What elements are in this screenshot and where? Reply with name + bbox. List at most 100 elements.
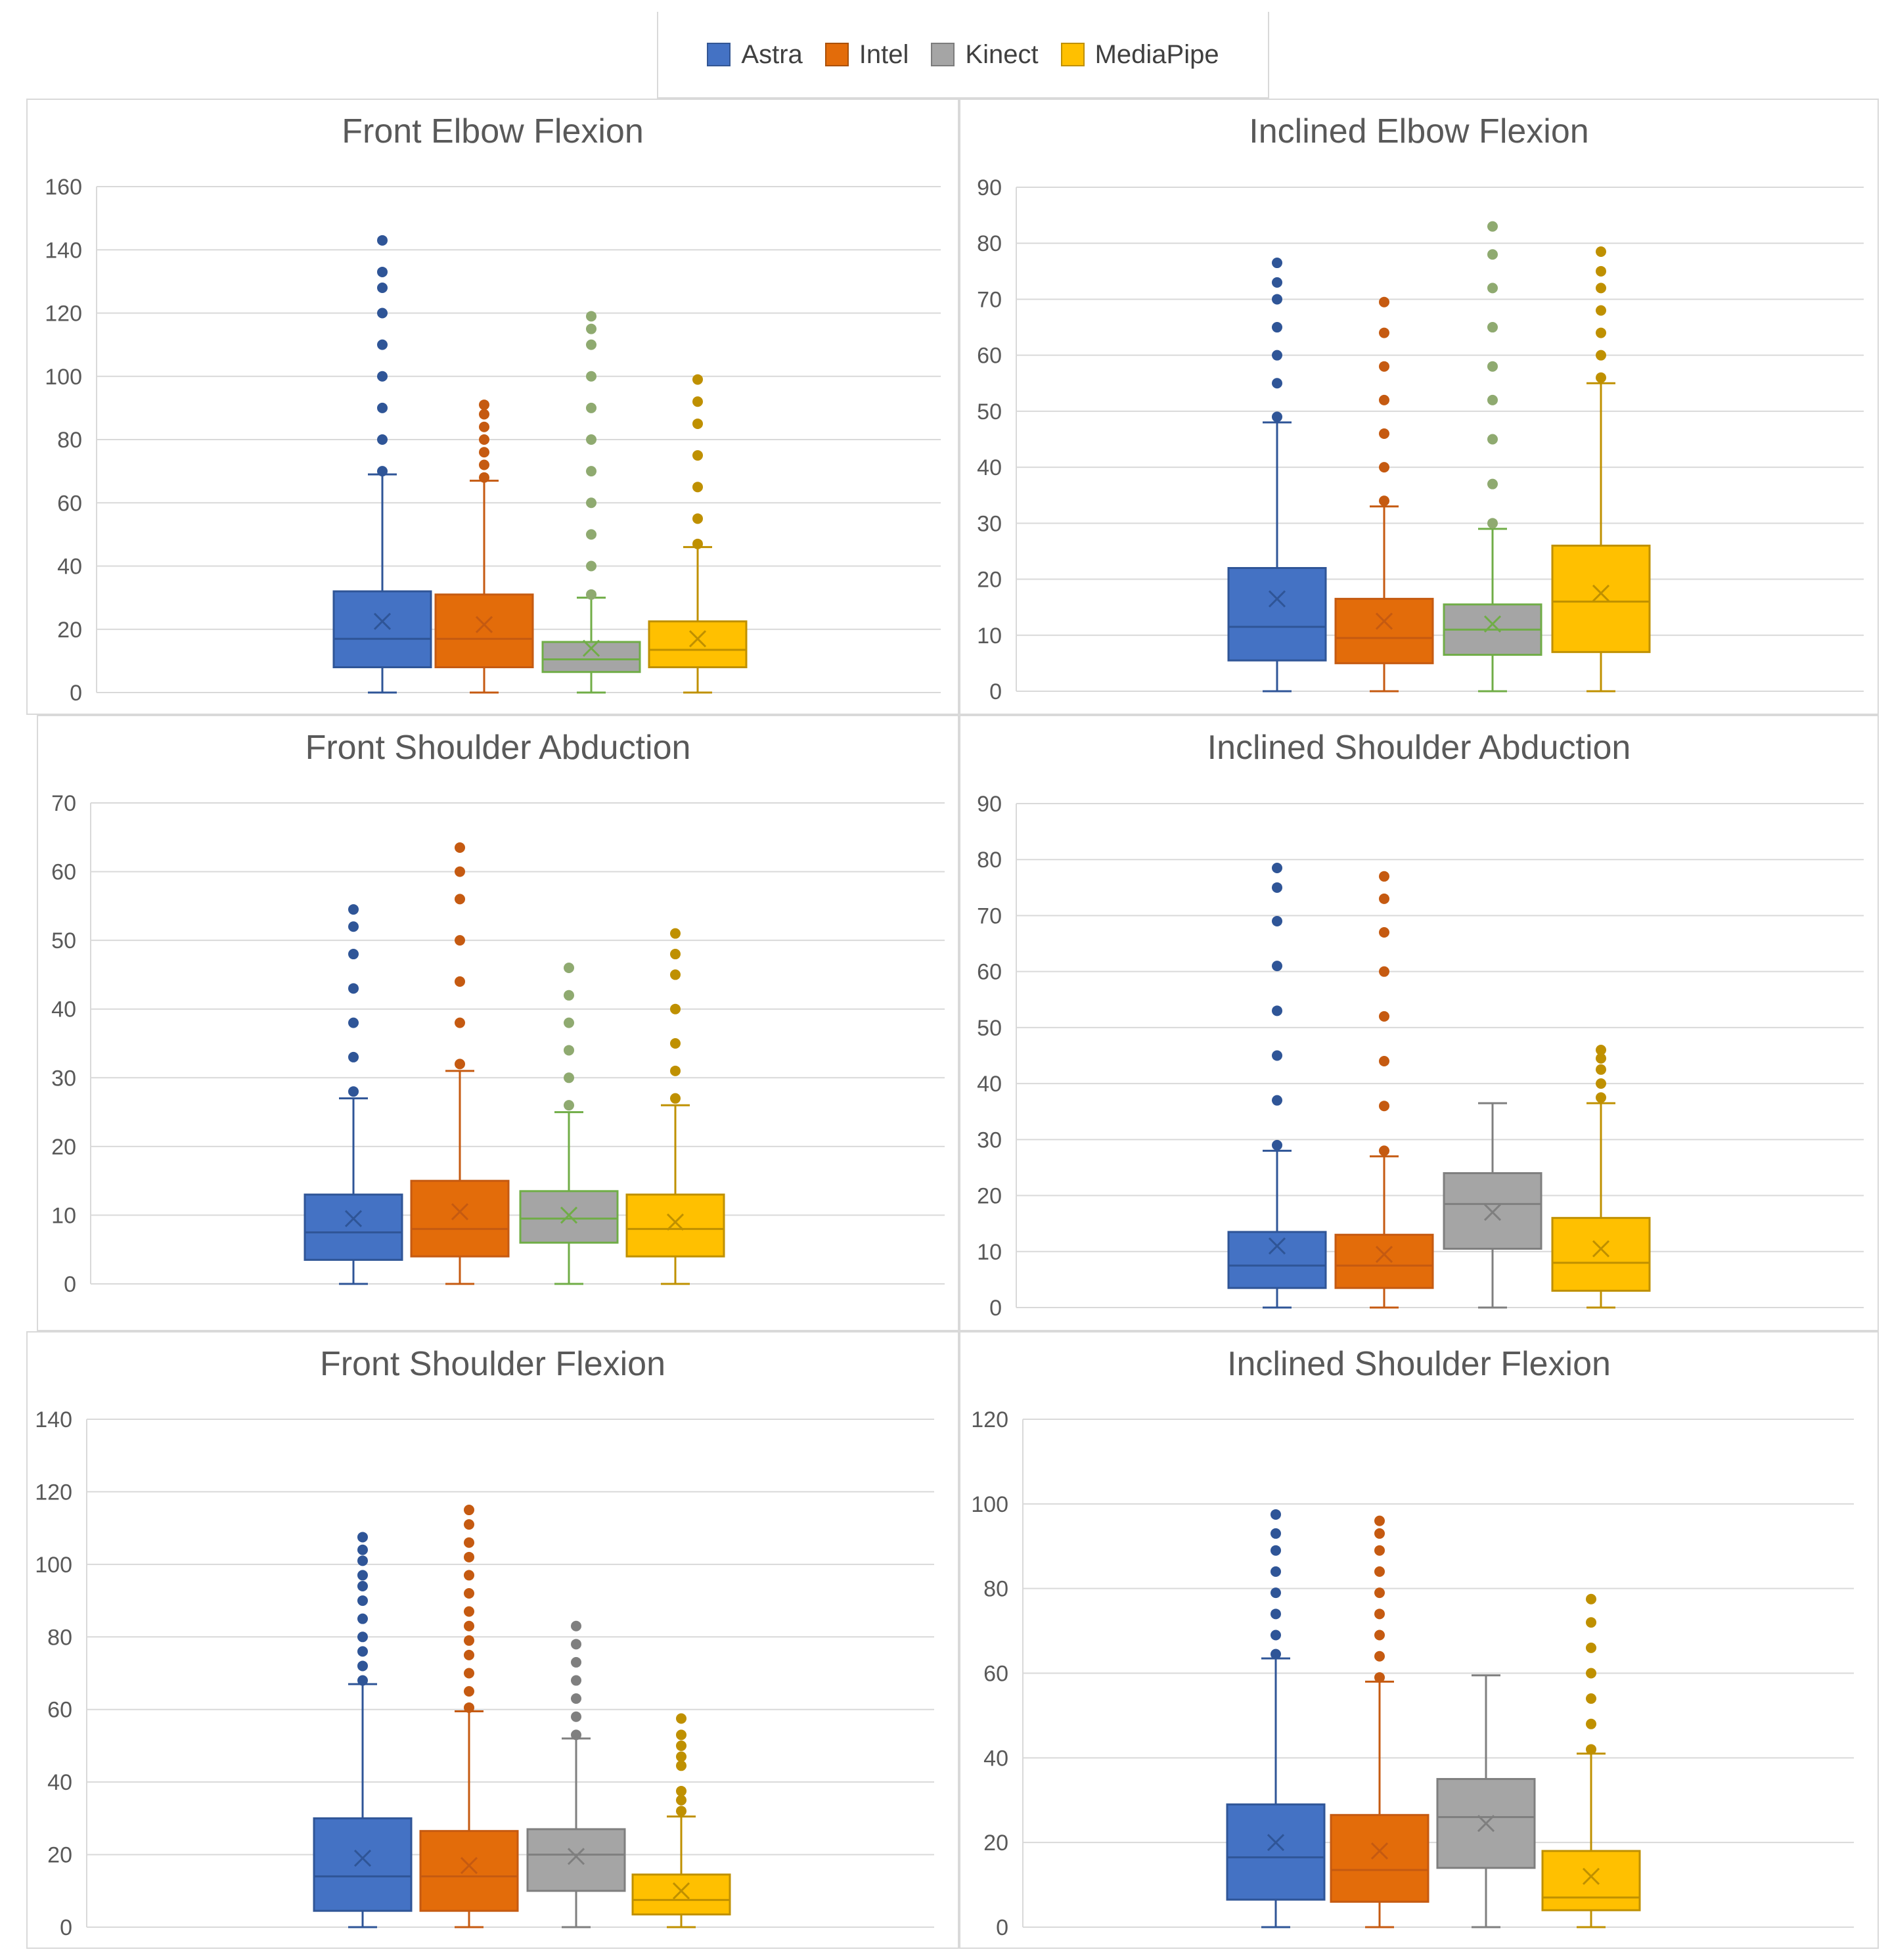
outlier-point-mediapipe <box>1596 265 1606 277</box>
legend-swatch-astra <box>707 43 731 66</box>
outlier-point-astra <box>377 466 388 477</box>
y-tick-label: 0 <box>989 679 1002 704</box>
mean-marker-mediapipe <box>672 1882 690 1900</box>
outlier-point-intel <box>1374 1608 1385 1620</box>
outlier-point-mediapipe <box>1596 1092 1606 1103</box>
outlier-point-astra <box>377 434 388 445</box>
box-astra <box>1227 567 1327 662</box>
plot-inclined-shoulder-flexion: 0 20 40 60 80 100 120 <box>971 1407 1854 1940</box>
chart-front-shoulder-abduction: Front Shoulder Abduction 0 10 20 30 40 50 60 70 <box>37 715 959 1331</box>
outlier-point-intel <box>1374 1630 1385 1641</box>
outlier-point-intel <box>1379 1101 1389 1112</box>
outlier-point-astra <box>1272 863 1282 874</box>
outlier-point-kinect <box>1487 322 1498 333</box>
outlier-point-astra <box>348 949 359 960</box>
y-tick-label: 100 <box>971 1492 1008 1517</box>
outlier-point-astra <box>348 983 359 994</box>
box-intel <box>1334 597 1434 664</box>
outlier-point-mediapipe <box>1586 1617 1596 1628</box>
outlier-point-mediapipe <box>676 1713 686 1724</box>
outlier-point-intel <box>464 1551 474 1562</box>
outlier-point-kinect <box>1487 434 1498 445</box>
chart-inclined-elbow-flexion: Inclined Elbow Flexion 0 10 20 30 40 50 60 70 80… <box>959 99 1879 715</box>
outlier-point-astra <box>357 1570 368 1581</box>
outlier-point-mediapipe <box>692 482 703 493</box>
outlier-point-mediapipe <box>670 1065 681 1076</box>
y-tick-label: 40 <box>977 455 1002 480</box>
mean-marker-intel <box>1375 612 1393 630</box>
legend-swatch-intel <box>824 43 849 66</box>
outlier-point-mediapipe <box>1586 1693 1596 1704</box>
y-tick-label: 20 <box>977 568 1002 593</box>
outlier-point-astra <box>377 371 388 382</box>
y-tick-label: 30 <box>977 1128 1002 1152</box>
outlier-point-intel <box>464 1588 474 1599</box>
legend-item-astra[interactable]: Astra <box>707 40 803 70</box>
outlier-point-astra <box>1272 1139 1282 1151</box>
outlier-point-mediapipe <box>670 928 681 939</box>
outlier-point-astra <box>1271 1587 1281 1599</box>
outlier-point-kinect <box>571 1711 581 1722</box>
legend-swatch-kinect <box>931 43 955 66</box>
outlier-point-kinect <box>1487 283 1498 294</box>
outlier-point-intel <box>464 1620 474 1631</box>
outlier-point-astra <box>1272 294 1282 305</box>
outlier-point-mediapipe <box>670 949 681 960</box>
mean-marker-intel <box>451 1203 469 1221</box>
outlier-point-astra <box>357 1675 368 1686</box>
mean-marker-mediapipe <box>666 1213 685 1231</box>
outlier-point-intel <box>1379 361 1389 372</box>
y-tick-label: 60 <box>977 960 1002 985</box>
chart-title: Inclined Shoulder Flexion <box>1227 1345 1611 1383</box>
outlier-point-intel <box>455 1017 465 1028</box>
box-kinect <box>1443 1172 1542 1250</box>
legend-item-mediapipe[interactable]: MediaPipe <box>1060 40 1219 70</box>
legend-item-intel[interactable]: Intel <box>824 40 909 70</box>
outlier-point-mediapipe <box>676 1760 686 1771</box>
legend-item-kinect[interactable]: Kinect <box>931 40 1039 70</box>
chart-title: Inclined Shoulder Abduction <box>1207 729 1631 767</box>
outlier-point-intel <box>1379 327 1389 338</box>
chart-title: Front Elbow Flexion <box>342 112 644 150</box>
box-intel <box>419 1830 519 1912</box>
mean-marker-astra <box>353 1850 372 1867</box>
outlier-point-astra <box>1271 1566 1281 1577</box>
box-mediapipe <box>1551 1217 1651 1292</box>
outlier-point-intel <box>1374 1587 1385 1599</box>
outlier-point-astra <box>357 1580 368 1591</box>
y-tick-label: 80 <box>977 848 1002 873</box>
outlier-point-kinect <box>564 990 574 1001</box>
box-astra <box>332 590 432 668</box>
outlier-point-astra <box>1272 882 1282 893</box>
outlier-point-astra <box>348 1086 359 1097</box>
y-tick-label: 160 <box>45 175 82 200</box>
outlier-point-kinect <box>586 371 596 382</box>
mean-marker-intel <box>475 616 493 633</box>
outlier-point-intel <box>464 1649 474 1660</box>
box-intel <box>1334 1233 1434 1289</box>
outlier-point-mediapipe <box>1596 1053 1606 1064</box>
outlier-point-intel <box>479 409 489 420</box>
outlier-point-kinect <box>564 1072 574 1083</box>
outlier-point-intel <box>1379 966 1389 977</box>
outlier-point-kinect <box>586 497 596 509</box>
outlier-point-astra <box>1271 1649 1281 1660</box>
outlier-point-kinect <box>586 466 596 477</box>
y-tick-label: 140 <box>35 1407 72 1432</box>
y-tick-label: 20 <box>57 618 82 643</box>
plot-front-elbow-flexion: 0 20 40 60 80 100 120 140 160 <box>45 175 941 706</box>
outlier-point-mediapipe <box>676 1794 686 1806</box>
y-tick-label: 40 <box>51 997 76 1022</box>
chart-title: Inclined Elbow Flexion <box>1249 112 1589 150</box>
outlier-point-kinect <box>586 339 596 350</box>
outlier-point-intel <box>1379 495 1389 507</box>
outlier-point-mediapipe <box>1596 283 1606 294</box>
outlier-point-astra <box>1272 961 1282 972</box>
y-tick-label: 80 <box>983 1577 1008 1602</box>
outlier-point-kinect <box>1487 361 1498 372</box>
chart-title: Front Shoulder Abduction <box>305 729 691 767</box>
outlier-point-kinect <box>586 402 596 413</box>
outlier-point-kinect <box>571 1656 581 1668</box>
legend-swatch-mediapipe <box>1060 43 1085 66</box>
chart-front-elbow-flexion: Front Elbow Flexion 0 20 40 60 80 100 120 140 16… <box>26 99 959 715</box>
